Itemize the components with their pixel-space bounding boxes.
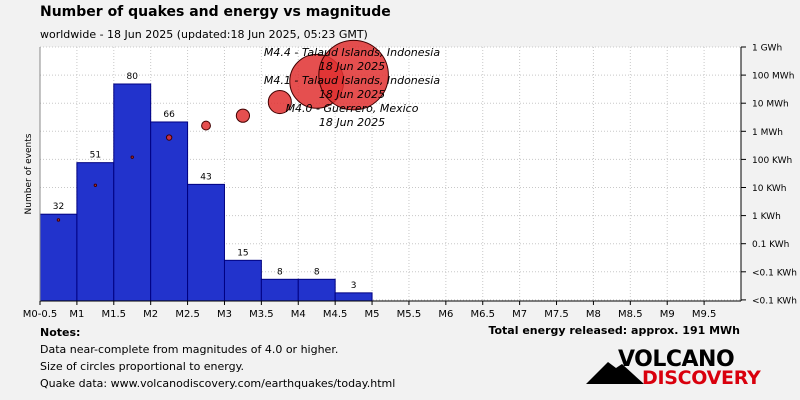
y2-tick-label: 100 KWh (752, 156, 792, 166)
bar-value-label: 80 (127, 72, 139, 82)
energy-circle (93, 183, 98, 187)
y2-tick-label: 10 MWh (752, 100, 789, 110)
energy-circle (267, 89, 292, 115)
bar (187, 183, 225, 302)
y2-tick-label: <0.1 KWh (752, 268, 797, 278)
x-tick-label: M7.5 (544, 309, 569, 320)
y2-tick-label: 100 MWh (752, 72, 794, 82)
notes-line-2: Size of circles proportional to energy. (40, 360, 245, 373)
quake-annotation-date: 18 Jun 2025 (319, 88, 385, 101)
x-tick-label: M3 (217, 309, 232, 320)
x-tick-label: M6 (438, 309, 453, 320)
notes-block: Notes: Data near-complete from magnitude… (40, 324, 395, 392)
bar-value-label: 8 (314, 267, 320, 277)
x-tick-label: M0-0.5 (23, 309, 58, 320)
energy-circle (201, 120, 211, 131)
notes-line-1: Data near-complete from magnitudes of 4.… (40, 343, 339, 356)
notes-heading: Notes: (40, 326, 81, 339)
bar (260, 278, 299, 302)
bar-value-label: 3 (351, 281, 357, 291)
x-tick-label: M8.5 (618, 309, 643, 320)
bar-value-label: 43 (200, 172, 211, 182)
y2-tick-label: <0.1 KWh (752, 296, 797, 306)
bar-value-label: 66 (163, 110, 175, 120)
energy-circle (130, 155, 134, 159)
bar (223, 259, 262, 302)
x-tick-label: M8 (586, 309, 601, 320)
bar (113, 83, 152, 302)
energy-circle (235, 108, 251, 123)
volcanodiscovery-logo: VOLCANO DISCOVERY (586, 346, 766, 390)
bar-value-label: 32 (53, 202, 64, 212)
bar-value-label: 8 (277, 267, 283, 277)
x-tick-label: M4 (291, 309, 306, 320)
volcano-logo-icon (586, 362, 644, 384)
quake-histogram-chart: 32 51 80 66 43 15 8 8 3 M4.4 - Talaud Islands, In… (23, 39, 797, 320)
x-tick-label: M5.5 (397, 309, 422, 320)
energy-circle (56, 218, 61, 222)
bar (297, 278, 336, 302)
quake-annotation-title: M4.1 - Talaud Islands, Indonesia (264, 74, 440, 87)
x-tick-label: M5 (365, 309, 380, 320)
x-tick-label: M7 (512, 309, 527, 320)
y2-tick-label: 10 KWh (752, 184, 787, 194)
energy-circle (165, 134, 173, 141)
bar (76, 162, 115, 302)
chart-subtitle: worldwide - 18 Jun 2025 (updated:18 Jun … (40, 28, 368, 41)
quake-annotation-title: M4.0 - Guerrero, Mexico (286, 102, 419, 115)
x-tick-label: M2 (143, 309, 158, 320)
x-tick-label: M4.5 (323, 309, 348, 320)
x-tick-label: M6.5 (470, 309, 495, 320)
x-tick-label: M1.5 (102, 309, 127, 320)
chart-title: Number of quakes and energy vs magnitude (40, 4, 391, 20)
bar (39, 213, 78, 302)
x-tick-label: M9.5 (692, 309, 717, 320)
energy-circle (318, 39, 389, 111)
quake-annotation-date: 18 Jun 2025 (319, 60, 385, 73)
y2-tick-label: 1 GWh (752, 44, 782, 54)
total-energy-label: Total energy released: approx. 191 MWh (488, 324, 740, 337)
bar (334, 292, 373, 302)
y2-tick-label: 1 KWh (752, 212, 781, 222)
notes-line-3: Quake data: www.volcanodiscovery.com/ear… (40, 377, 396, 390)
x-tick-label: M2.5 (175, 309, 200, 320)
logo-text-volcano: VOLCANO (618, 347, 735, 372)
logo-text-discovery: DISCOVERY (642, 367, 761, 389)
y2-tick-label: 0.1 KWh (752, 240, 789, 250)
y-axis-label: Number of events (24, 133, 34, 214)
x-tick-label: M9 (660, 309, 675, 320)
bar (150, 121, 189, 302)
x-tick-label: M3.5 (249, 309, 274, 320)
quake-annotation-title: M4.4 - Talaud Islands, Indonesia (264, 46, 440, 59)
quake-annotation-date: 18 Jun 2025 (319, 116, 385, 129)
bar-value-label: 15 (237, 248, 248, 258)
y2-tick-label: 1 MWh (752, 128, 783, 138)
x-tick-label: M1 (69, 309, 84, 320)
bar-value-label: 51 (90, 151, 101, 161)
